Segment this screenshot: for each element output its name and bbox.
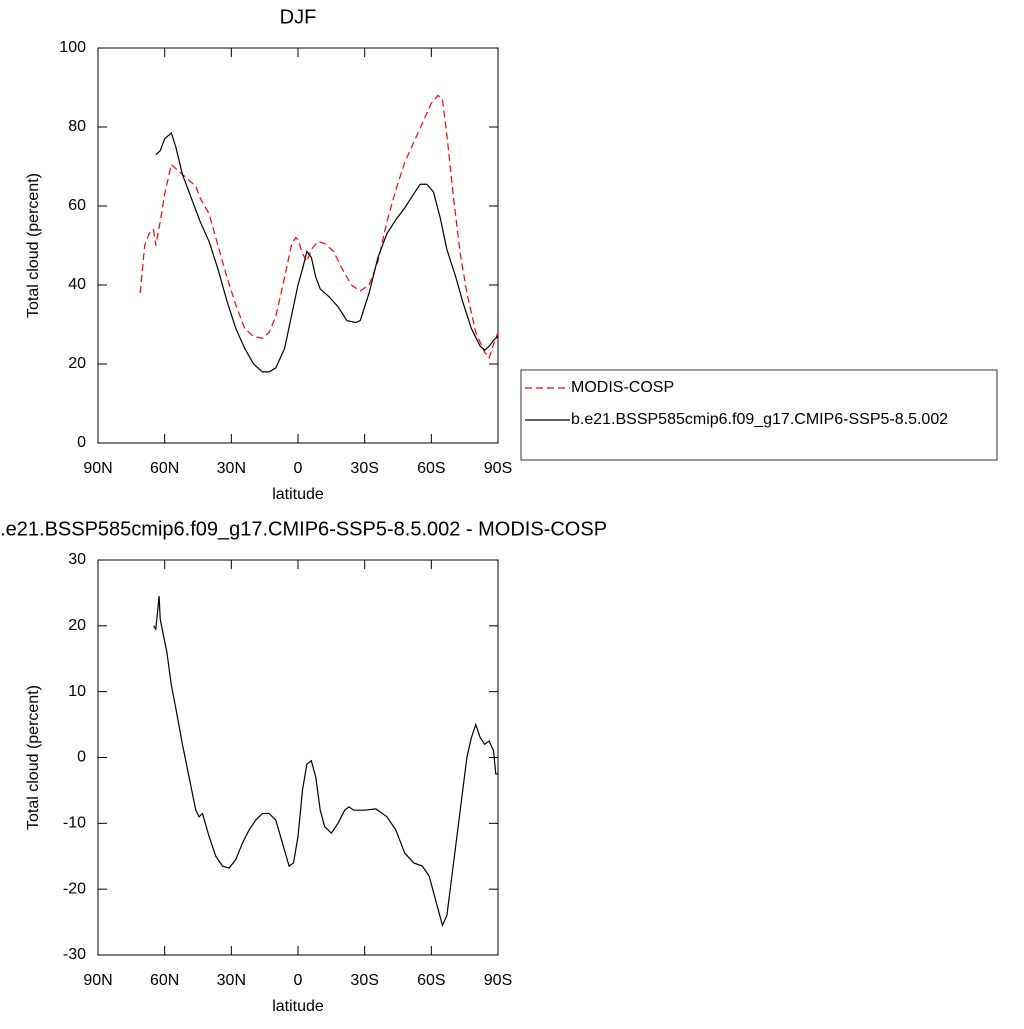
y-axis-label: Total cloud (percent) (25, 173, 42, 318)
y-axis-label: Total cloud (percent) (25, 685, 42, 830)
x-tick-label: 60S (417, 972, 445, 989)
x-tick-label: 30N (217, 972, 246, 989)
legend-label: MODIS-COSP (571, 379, 674, 396)
x-tick-label: 60S (417, 460, 445, 477)
x-tick-label: 90N (83, 972, 112, 989)
data-line (153, 596, 498, 928)
y-tick-label: 20 (68, 617, 86, 634)
x-axis-label: latitude (272, 998, 324, 1015)
y-tick-label: 20 (68, 355, 86, 372)
x-axis-label: latitude (272, 486, 324, 503)
x-tick-label: 0 (294, 460, 303, 477)
x-tick-label: 60N (150, 460, 179, 477)
y-tick-label: 60 (68, 197, 86, 214)
y-tick-label: 100 (59, 39, 86, 56)
y-tick-label: 80 (68, 118, 86, 135)
x-tick-label: 90S (484, 460, 512, 477)
y-tick-label: 0 (77, 749, 86, 766)
y-tick-label: 10 (68, 683, 86, 700)
x-tick-label: 90N (83, 460, 112, 477)
legend-label: b.e21.BSSP585cmip6.f09_g17.CMIP6-SSP5-8.… (571, 411, 948, 428)
legend-frame (520, 369, 998, 461)
x-tick-label: 30S (350, 972, 378, 989)
y-tick-label: 40 (68, 276, 86, 293)
chart-title: DJF (280, 6, 317, 28)
y-tick-label: 30 (68, 551, 86, 568)
x-tick-label: 90S (484, 972, 512, 989)
x-tick-label: 30S (350, 460, 378, 477)
x-tick-label: 60N (150, 972, 179, 989)
plot-frame (97, 47, 499, 444)
y-tick-label: -20 (63, 880, 86, 897)
chart-title: b.e21.BSSP585cmip6.f09_g17.CMIP6-SSP5-8.… (0, 518, 607, 540)
x-tick-label: 0 (294, 972, 303, 989)
plot-frame (97, 559, 499, 956)
data-line (155, 131, 499, 373)
y-tick-label: -10 (63, 815, 86, 832)
y-tick-label: -30 (63, 946, 86, 963)
y-tick-label: 0 (77, 434, 86, 451)
data-line (139, 94, 499, 360)
x-tick-label: 30N (217, 460, 246, 477)
